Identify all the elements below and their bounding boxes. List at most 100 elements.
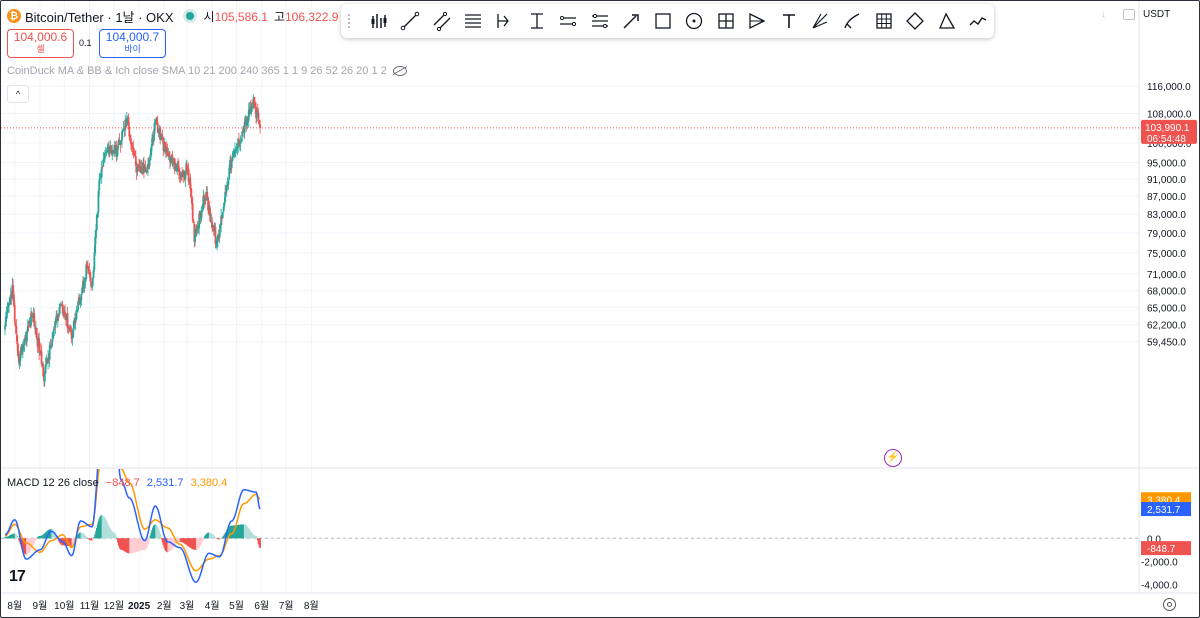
macd-hist-bar [145,538,148,549]
macd-hist-bar [199,538,201,547]
candle-body [204,198,207,201]
time-tick-label: 12월 [104,600,124,612]
candle-body [224,191,227,202]
text-icon [782,14,795,28]
macd-axis[interactable]: 0.0 -2,000.0 -4,000.0 3,380.42,531.7 -848.7 [1141,492,1191,592]
indicator-legend-text: CoinDuck MA & BB & Ich close SMA 10 21 2… [7,65,387,77]
fullscreen-icon[interactable] [1123,9,1135,20]
candle-body [209,214,212,222]
download-icon[interactable]: ↓ [1101,9,1106,20]
macd-hist-bar [122,538,124,551]
macd-hist-bar [128,538,131,554]
macd-hist-bar [169,538,172,551]
buy-button[interactable]: 104,000.7 바이 [99,29,166,58]
macd-hist-bar [147,538,149,545]
candle-body [226,184,229,187]
candle-body [102,159,105,167]
macd-hist-bar [184,538,187,544]
currency-select[interactable]: USDT [1143,9,1171,20]
macd-hist-bar [226,529,229,539]
collapse-legend-button[interactable]: ^ [7,85,29,103]
candle-body [225,186,228,192]
macd-hist-bar [177,538,179,543]
candle-body [75,312,78,319]
symbol-header[interactable]: ₿ Bitcoin/Tether · 1날 · OKX 시105,586.1 고… [7,6,338,26]
macd-hist-bar [257,538,260,544]
candle-body [19,351,22,361]
candle-body [103,159,106,161]
candle-body [146,170,149,173]
candle-body [84,278,87,283]
macd-hist-bar [223,534,226,539]
macd-hist-bar [192,538,195,550]
macd-hist-bar [211,534,213,539]
macd-hist-bar [13,533,16,539]
macd-hist-bar [52,530,55,539]
sell-button[interactable]: 104,000.6 셀 [7,29,74,58]
lightning-alert-icon[interactable]: ⚡ [884,449,902,467]
grid-box-tool-button[interactable] [710,7,742,35]
pitchfork-tool-button[interactable] [489,7,521,35]
candle-body [225,191,227,193]
candle-body [189,177,192,189]
pitchfork-icon [497,14,509,28]
macd-hist-bar [37,536,40,539]
candle-body [219,225,222,229]
macd-hist-bar [98,518,101,539]
triangle-pattern-tool-button[interactable] [742,7,774,35]
angle-tool-button[interactable] [931,7,963,35]
macd-hist-bar [190,538,192,549]
candle-body [235,148,238,151]
candle-body [94,236,97,254]
measure-tool-button[interactable] [584,7,616,35]
macd-hist-bar [9,534,12,539]
fib-retracement-tool-button[interactable] [458,7,490,35]
table-tool-button[interactable] [868,7,900,35]
candle-body [169,157,172,163]
gear-icon[interactable] [1163,598,1176,611]
arrow-tool-button[interactable] [615,7,647,35]
trend-wave-tool-button[interactable] [962,7,994,35]
toolbar-grip-handle[interactable] [347,13,351,29]
hide-eye-icon[interactable] [392,66,407,77]
candle-body [134,155,137,166]
text-box-tool-button[interactable] [521,7,553,35]
macd-hist-bar [83,534,86,539]
macd-hist-bar [49,529,52,539]
candle-body [241,131,244,137]
symbol-title[interactable]: Bitcoin/Tether · 1날 · OKX [25,9,174,25]
candle-body [228,167,231,180]
macd-hist-bar [13,533,15,539]
text-tool-button[interactable] [773,7,805,35]
macd-pane [1,469,1139,583]
range-tool-button[interactable] [552,7,584,35]
macd-hist-bar [8,535,10,539]
trendline-tool-button[interactable] [395,7,427,35]
macd-hist-value: −848.7 [105,477,140,489]
macd-hist-bar [242,524,244,539]
candle-body [150,146,153,156]
macd-hist-bar [133,538,135,553]
tradingview-logo[interactable]: 17 [9,568,26,585]
candle-body [86,266,89,270]
candle-body [17,356,20,363]
brush-tool-button[interactable] [836,7,868,35]
time-axis[interactable]: 8월 9월 10월 11월 12월 2025 2월 3월 4월 5월 6월 7월 8월 [7,600,318,612]
macd-legend[interactable]: MACD 12 26 close −848.7 2,531.7 3,380.4 [7,477,227,489]
candles-tool-button[interactable] [363,7,395,35]
fan-tool-button[interactable] [805,7,837,35]
macd-hist-bar [119,538,122,550]
parallel-channel-tool-button[interactable] [426,7,458,35]
macd-hist-bar [117,538,119,543]
rectangle-tool-button[interactable] [647,7,679,35]
candle-body [77,301,80,310]
macd-hist-bar [71,538,74,547]
angle-icon [938,12,955,29]
circle-tool-button[interactable] [678,7,710,35]
macd-hist-bar [154,524,157,539]
price-axis[interactable]: 116,000.0 108,000.0 100,000.0 95,000.0 91,00… [1147,82,1192,349]
shape-path-tool-button[interactable] [899,7,931,35]
indicator-legend[interactable]: CoinDuck MA & BB & Ich close SMA 10 21 2… [7,65,407,77]
macd-hist-bar [218,538,221,540]
